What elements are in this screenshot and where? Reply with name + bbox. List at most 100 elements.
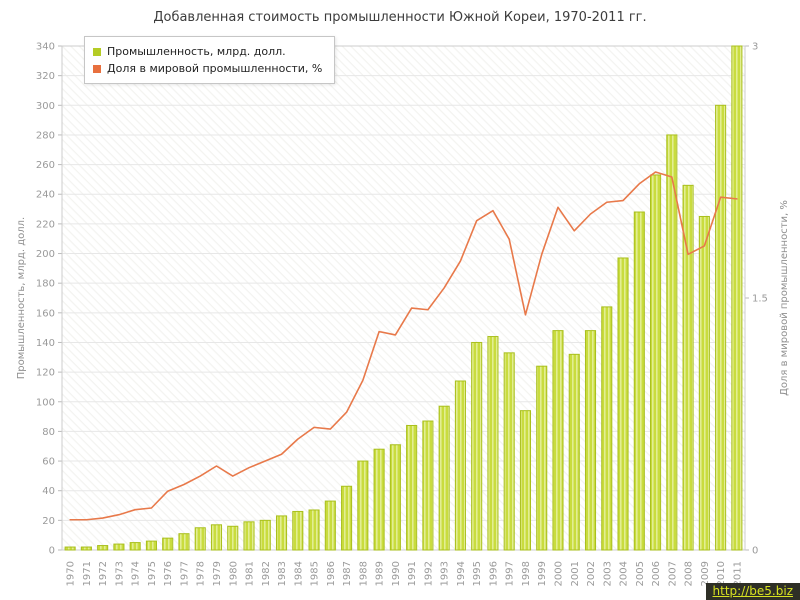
bar bbox=[243, 521, 255, 551]
x-axis-tick-label: 1990 bbox=[391, 561, 402, 586]
left-axis-tick-label: 220 bbox=[36, 219, 55, 230]
x-axis-tick-label: 1987 bbox=[342, 561, 353, 586]
legend-item-industry: Промышленность, млрд. долл. bbox=[93, 43, 322, 60]
x-axis-tick-label: 2008 bbox=[684, 561, 695, 586]
left-axis-tick-label: 200 bbox=[36, 249, 55, 260]
x-axis-tick-label: 2005 bbox=[635, 561, 646, 586]
x-axis-tick-label: 1971 bbox=[82, 561, 93, 586]
bar bbox=[617, 257, 629, 551]
left-axis-tick-label: 180 bbox=[36, 279, 55, 290]
right-axis-tick-label: 0 bbox=[752, 546, 758, 557]
bar bbox=[487, 336, 499, 551]
x-axis-tick-label: 2006 bbox=[651, 561, 662, 586]
x-axis-tick-label: 1994 bbox=[456, 561, 467, 586]
left-axis-tick-label: 20 bbox=[42, 516, 55, 527]
bar bbox=[584, 330, 597, 551]
bar bbox=[129, 542, 141, 551]
plot-border bbox=[61, 45, 746, 551]
legend-swatch-bar-icon bbox=[93, 47, 101, 56]
bar bbox=[601, 306, 613, 551]
bar bbox=[731, 45, 743, 551]
x-axis-tick-label: 1978 bbox=[196, 561, 207, 586]
x-axis-tick-label: 2011 bbox=[732, 561, 743, 586]
x-axis-tick-label: 1989 bbox=[375, 561, 386, 586]
x-axis-tick-label: 1992 bbox=[423, 561, 434, 586]
bar bbox=[227, 525, 239, 551]
bar bbox=[145, 540, 157, 551]
bar bbox=[406, 424, 418, 551]
bar bbox=[210, 524, 223, 551]
bar bbox=[259, 519, 271, 551]
x-axis-tick-label: 1981 bbox=[245, 561, 256, 586]
bar bbox=[97, 545, 109, 551]
x-axis-tick-label: 1999 bbox=[537, 561, 548, 586]
x-axis-tick-label: 1974 bbox=[131, 561, 142, 586]
bar bbox=[438, 405, 450, 551]
right-axis-tick-label: 1.5 bbox=[752, 294, 768, 305]
x-axis-tick-label: 1982 bbox=[261, 561, 272, 586]
left-axis-tick-label: 240 bbox=[36, 190, 55, 201]
bar bbox=[454, 380, 466, 551]
x-axis-tick-label: 1979 bbox=[212, 561, 223, 586]
x-axis-tick-label: 1983 bbox=[277, 561, 288, 586]
x-axis-tick-label: 1975 bbox=[147, 561, 158, 586]
bar bbox=[633, 211, 645, 551]
right-axis-title: Доля в мировой промышленности, % bbox=[779, 200, 790, 396]
x-axis-tick-label: 1997 bbox=[505, 561, 516, 586]
left-axis-tick-label: 40 bbox=[42, 486, 55, 497]
left-axis-tick-label: 260 bbox=[36, 160, 55, 171]
x-axis-tick-label: 2002 bbox=[586, 561, 597, 586]
left-axis-tick-label: 300 bbox=[36, 101, 55, 112]
bar bbox=[162, 537, 174, 551]
x-axis-tick-label: 1970 bbox=[66, 561, 77, 586]
chart-title: Добавленная стоимость промышленности Южн… bbox=[153, 10, 647, 25]
bar bbox=[471, 341, 483, 551]
bar bbox=[64, 546, 76, 551]
left-axis-tick-label: 320 bbox=[36, 71, 55, 82]
legend-label-industry: Промышленность, млрд. долл. bbox=[107, 45, 286, 58]
bar bbox=[650, 174, 662, 551]
x-axis-tick-label: 1972 bbox=[98, 561, 109, 586]
x-axis-tick-label: 1988 bbox=[358, 561, 369, 586]
x-axis-tick-label: 2009 bbox=[700, 561, 711, 586]
bar bbox=[292, 510, 304, 551]
left-axis-tick-label: 160 bbox=[36, 308, 55, 319]
bar bbox=[666, 134, 678, 551]
x-axis-tick-label: 1984 bbox=[293, 561, 304, 586]
left-axis-tick-label: 140 bbox=[36, 338, 55, 349]
x-axis-tick-label: 1998 bbox=[521, 561, 532, 586]
bar bbox=[503, 352, 515, 551]
bar bbox=[324, 500, 336, 551]
left-axis-title: Промышленность, млрд. долл. bbox=[16, 217, 27, 379]
bar bbox=[552, 330, 564, 551]
left-axis-tick-label: 60 bbox=[42, 457, 55, 468]
x-axis-tick-label: 1991 bbox=[407, 561, 418, 586]
bar bbox=[519, 410, 532, 551]
bar bbox=[698, 215, 710, 551]
left-axis-tick-label: 0 bbox=[49, 546, 55, 557]
bar bbox=[536, 365, 548, 551]
x-axis-tick-label: 2003 bbox=[602, 561, 613, 586]
x-axis-tick-label: 2004 bbox=[619, 561, 630, 586]
right-axis-tick-label: 3 bbox=[752, 42, 758, 53]
x-axis-tick-label: 1977 bbox=[179, 561, 190, 586]
bar bbox=[275, 515, 288, 551]
left-axis-tick-label: 120 bbox=[36, 368, 55, 379]
bar bbox=[373, 448, 385, 551]
left-axis-tick-label: 80 bbox=[42, 427, 55, 438]
bar bbox=[715, 104, 727, 551]
left-axis-tick-label: 280 bbox=[36, 130, 55, 141]
left-axis-tick-label: 100 bbox=[36, 397, 55, 408]
x-axis-tick-label: 2000 bbox=[553, 561, 564, 586]
x-axis-tick-label: 2001 bbox=[570, 561, 581, 586]
bar bbox=[178, 533, 190, 551]
x-axis-tick-label: 1985 bbox=[310, 561, 321, 586]
x-axis-tick-label: 2007 bbox=[667, 561, 678, 586]
share-line bbox=[69, 171, 738, 521]
watermark-link[interactable]: http://be5.biz bbox=[705, 583, 800, 600]
bar bbox=[422, 420, 434, 551]
bar bbox=[682, 184, 694, 551]
x-axis-tick-label: 1980 bbox=[228, 561, 239, 586]
legend: Промышленность, млрд. долл. Доля в миров… bbox=[84, 36, 336, 84]
